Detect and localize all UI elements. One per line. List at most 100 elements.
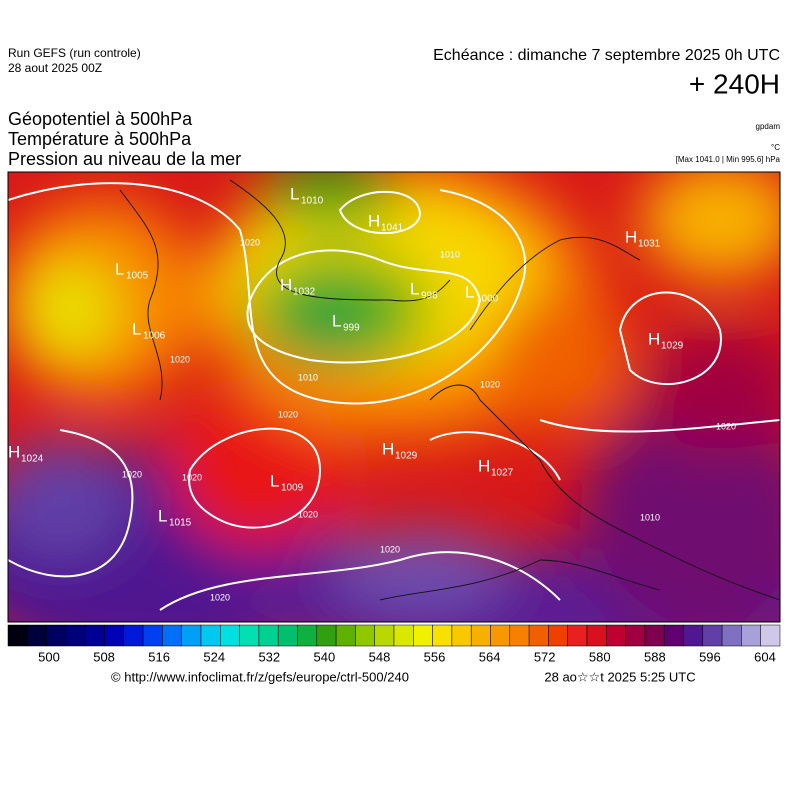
colorbar-swatch — [104, 624, 125, 647]
run-date: 28 aout 2025 00Z — [8, 61, 102, 75]
isobar-label: 1010 — [640, 512, 660, 522]
pressure-center-value: 1024 — [21, 454, 44, 465]
colorbar-swatch — [470, 624, 491, 647]
pressure-center-kind: H — [625, 227, 637, 246]
unit-label: [Max 1041.0 | Min 995.6] hPa — [676, 155, 781, 164]
run-label: Run GEFS (run controle) — [8, 46, 141, 60]
colorbar-swatch — [663, 624, 684, 647]
colorbar-swatch — [567, 624, 588, 647]
pressure-center-kind: H — [8, 442, 20, 461]
colorbar-swatch — [741, 624, 761, 647]
pressure-center-kind: H — [280, 275, 292, 294]
field-label: Pression au niveau de la mer — [8, 149, 241, 169]
colorbar-swatch — [393, 624, 414, 647]
colorbar-tick-label: 524 — [203, 649, 225, 664]
colorbar-swatch — [65, 624, 86, 647]
colorbar-tick-label: 548 — [369, 649, 391, 664]
pressure-center: L 1000 — [465, 282, 499, 304]
isobar-label: 1020 — [210, 592, 230, 602]
colorbar-swatch — [355, 624, 375, 647]
colorbar-swatch — [644, 624, 665, 647]
colorbar-swatch — [200, 624, 221, 647]
colorbar-tick-label: 596 — [699, 649, 721, 664]
echeance: Echéance : dimanche 7 septembre 2025 0h … — [433, 47, 780, 64]
colorbar-swatch — [509, 624, 530, 647]
colorbar-tick-label: 588 — [644, 649, 666, 664]
isobar-label: 1010 — [440, 249, 460, 259]
colorbar-swatch — [760, 624, 781, 647]
pressure-center: H 1031 — [625, 227, 661, 249]
colorbar-swatch — [239, 624, 260, 647]
colorbar-tick-label: 532 — [258, 649, 280, 664]
pressure-center-kind: L — [290, 184, 299, 203]
pressure-center: H 1029 — [382, 439, 418, 461]
isobar-label: 1020 — [298, 509, 318, 519]
colorbar-swatch — [721, 624, 742, 647]
pressure-center-kind: L — [115, 259, 124, 278]
unit-label: gpdam — [756, 122, 781, 131]
source-url: © http://www.infoclimat.fr/z/gefs/europe… — [111, 669, 409, 684]
pressure-center: H 1041 — [368, 211, 404, 233]
colorbar-tick-label: 516 — [148, 649, 170, 664]
pressure-center-value: 1041 — [381, 223, 404, 234]
colorbar-swatch — [702, 624, 723, 647]
colorbar-swatch — [220, 624, 240, 647]
colorbar-tick-label: 540 — [314, 649, 336, 664]
map-field — [8, 172, 780, 622]
isobar-label: 1010 — [298, 372, 318, 382]
pressure-center: L 1010 — [290, 184, 324, 206]
colorbar-swatch — [7, 624, 28, 647]
pressure-center: L 1015 — [158, 506, 192, 528]
colorbar-swatch — [586, 624, 607, 647]
colorbar-swatch — [84, 624, 105, 647]
pressure-center-kind: L — [332, 311, 341, 330]
colorbar-swatch — [548, 624, 568, 647]
colorbar-swatch — [181, 624, 202, 647]
coastlines — [119, 179, 780, 601]
pressure-center-kind: H — [648, 329, 660, 348]
pressure-center-kind: L — [158, 506, 167, 525]
pressure-center-value: 1006 — [143, 331, 166, 342]
pressure-center: L 999 — [332, 311, 360, 333]
pressure-center-kind: L — [132, 319, 141, 338]
pressure-center-value: 1032 — [293, 287, 316, 298]
colorbar-tick-label: 604 — [754, 649, 776, 664]
colorbar-swatch — [27, 624, 47, 647]
colorbar-swatch — [277, 624, 298, 647]
field-label: Température à 500hPa — [8, 129, 192, 149]
colorbar: 500 508 516 524 532 540 548 556 564 572 580 588 596 6… — [7, 624, 781, 664]
isobar-label: 1020 — [122, 469, 142, 479]
colorbar-swatch — [46, 624, 67, 647]
lead-time: + 240H — [689, 68, 780, 99]
pressure-center: L 1009 — [270, 471, 304, 493]
isobar-label: 1020 — [182, 472, 202, 482]
colorbar-swatch — [162, 624, 182, 647]
pressure-center-value: 1015 — [169, 518, 192, 529]
pressure-center-value: 1031 — [638, 239, 661, 250]
isobar-label: 1020 — [716, 421, 736, 431]
colorbar-swatch — [335, 624, 356, 647]
pressure-center: L 1006 — [132, 319, 166, 341]
pressure-center: H 1029 — [648, 329, 684, 351]
pressure-center-kind: H — [478, 456, 490, 475]
colorbar-swatch — [606, 624, 626, 647]
colorbar-tick-label: 500 — [38, 649, 60, 664]
pressure-center-value: 999 — [343, 323, 360, 334]
pressure-center: L 1005 — [115, 259, 149, 281]
colorbar-swatch — [374, 624, 395, 647]
pressure-center-value: 1010 — [301, 196, 324, 207]
pressure-center-kind: H — [368, 211, 380, 230]
pressure-center-value: 1000 — [476, 294, 499, 305]
pressure-center-value: 1029 — [395, 451, 418, 462]
unit-label: °C — [771, 143, 780, 152]
pressure-center-value: 1009 — [281, 483, 304, 494]
colorbar-swatch — [451, 624, 472, 647]
isobars — [8, 182, 780, 611]
pressure-center: H 1027 — [478, 456, 514, 478]
colorbar-swatch — [258, 624, 279, 647]
colorbar-tick-label: 572 — [534, 649, 556, 664]
colorbar-tick-label: 564 — [479, 649, 501, 664]
isobar-label: 1020 — [278, 409, 298, 419]
